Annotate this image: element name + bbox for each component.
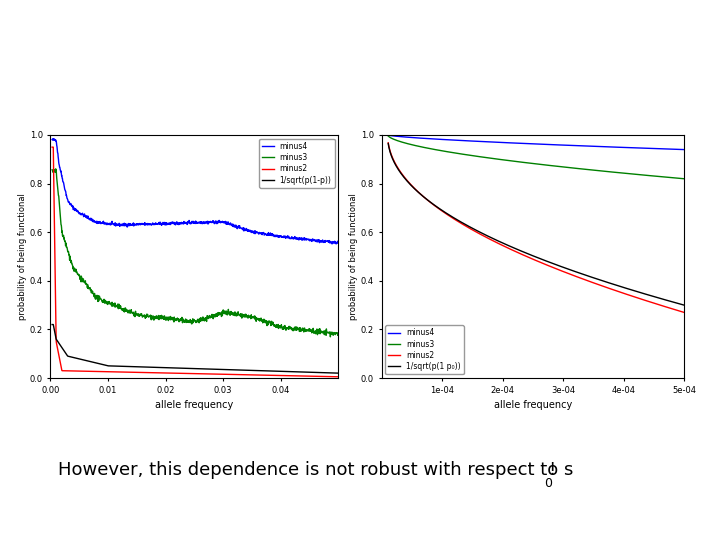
- Y-axis label: probability of being functional: probability of being functional: [18, 193, 27, 320]
- Text: However, this dependence is not robust with respect to s: However, this dependence is not robust w…: [58, 461, 573, 479]
- Y-axis label: probability of being functional: probability of being functional: [349, 193, 358, 320]
- Text: 0: 0: [544, 477, 552, 490]
- X-axis label: allele frequency: allele frequency: [156, 400, 233, 410]
- Legend: minus4, minus3, minus2, 1/sqrt(p(1-p)): minus4, minus3, minus2, 1/sqrt(p(1-p)): [259, 139, 335, 188]
- Text: significant given its allele frequency: significant given its allele frequency: [102, 77, 618, 101]
- Legend: minus4, minus3, minus2, 1/sqrt(p(1 p₀)): minus4, minus3, minus2, 1/sqrt(p(1 p₀)): [385, 325, 464, 374]
- X-axis label: allele frequency: allele frequency: [494, 400, 572, 410]
- Text: !: !: [549, 461, 556, 479]
- Text: Probability that a variant is functionally: Probability that a variant is functional…: [77, 33, 643, 57]
